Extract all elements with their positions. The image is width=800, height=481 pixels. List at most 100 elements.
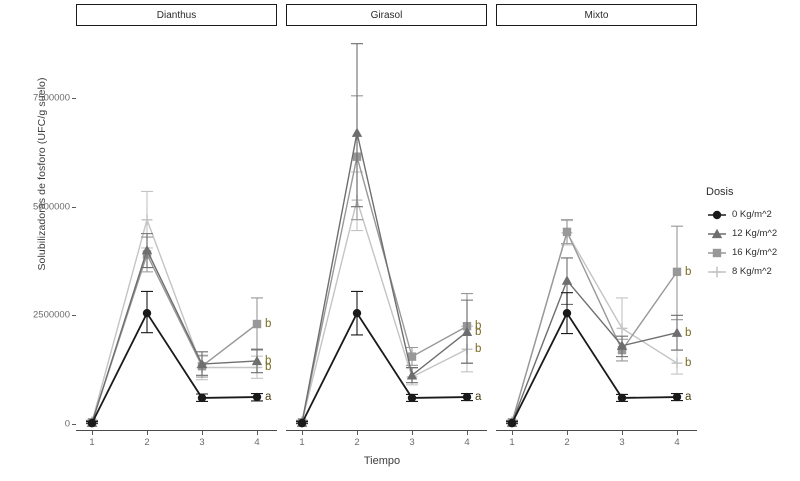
facet-strip-label: Dianthus [156,9,197,21]
legend: Dosis 0 Kg/m^2 12 Kg/m^2 16 Kg/m^2 8 Kg/m^2 [706,186,777,281]
data-point-marker [561,275,573,285]
x-tick-label: 3 [199,437,205,448]
x-tick-mark [467,431,468,435]
data-point-marker [87,418,97,428]
significance-letter: b [265,318,272,331]
facet-strip-label: Girasol [370,9,403,21]
significance-letter: b [685,326,692,339]
plot-area [86,190,263,428]
series-line [91,311,258,424]
y-tick-mark [72,424,76,425]
series-line [91,248,258,423]
x-tick-mark [202,431,203,435]
data-point-marker [141,214,153,226]
data-point-marker [562,227,572,237]
data-point-marker [252,319,262,329]
y-tick-label: 0 [64,418,70,430]
legend-item[interactable]: 12 Kg/m^2 [706,224,777,243]
square-icon [706,243,728,262]
data-point-marker [251,355,263,366]
significance-letter: b [265,354,272,367]
legend-item-label: 8 Kg/m^2 [732,266,772,277]
data-point-marker [196,358,208,369]
data-point-marker [351,127,363,137]
series-line [91,217,257,423]
legend-item-label: 12 Kg/m^2 [732,228,778,239]
data-point-marker [671,357,683,369]
data-point-marker [672,267,682,277]
facet-panel-mixto [496,30,697,430]
x-tick-mark [147,431,148,435]
data-point-marker [462,392,472,402]
y-tick-label: 5000000 [33,201,70,213]
x-tick-mark [257,431,258,435]
x-tick-label: 1 [89,437,95,448]
data-point-marker [671,327,683,337]
series-line [301,311,468,424]
data-point-marker [406,370,418,380]
data-point-marker [616,322,628,334]
error-bar [351,43,363,208]
facet-strip-girasol: Girasol [286,4,487,26]
data-point-marker [672,392,682,402]
y-tick-label: 7500000 [33,92,70,104]
data-point-marker [297,418,307,428]
series-line [511,279,678,423]
significance-letter: a [475,391,482,404]
x-axis-line [76,430,277,432]
x-tick-label: 2 [564,437,570,448]
significance-letter: a [265,391,272,404]
data-point-marker [461,326,473,337]
plus-icon [706,262,728,281]
x-tick-label: 1 [509,437,515,448]
facet-strip-dianthus: Dianthus [76,4,277,26]
legend-item[interactable]: 16 Kg/m^2 [706,243,777,262]
data-point-marker [252,392,262,402]
data-point-marker [617,393,627,403]
legend-title: Dosis [706,186,734,198]
legend-item-label: 16 Kg/m^2 [732,247,778,258]
x-tick-mark [302,431,303,435]
facet-strip-mixto: Mixto [496,4,697,26]
x-tick-label: 2 [144,437,150,448]
data-point-marker [507,418,517,428]
significance-letter: b [475,343,482,356]
data-point-marker [407,393,417,403]
facet-strip-label: Mixto [584,9,609,21]
data-point-marker [352,308,362,318]
y-tick-mark [72,206,76,208]
legend-items: 0 Kg/m^2 12 Kg/m^2 16 Kg/m^2 8 Kg/m^2 [706,205,777,281]
x-axis-line [496,430,697,432]
series-line [511,311,678,424]
x-tick-mark [512,431,513,435]
data-point-marker [407,352,417,361]
x-tick-mark [357,431,358,435]
x-tick-label: 4 [254,437,260,448]
series-line [301,132,468,423]
significance-letter: a [685,391,692,404]
significance-letter: b [265,361,272,374]
legend-item[interactable]: 0 Kg/m^2 [706,205,777,224]
data-point-marker [562,308,572,318]
x-tick-label: 4 [464,437,470,448]
triangle-icon [706,224,728,243]
x-axis-line [286,430,487,432]
legend-item[interactable]: 8 Kg/m^2 [706,262,777,281]
circle-icon [706,205,728,224]
y-axis-title: Solubilizadoras de fosforo (UFC/g suelo) [36,77,48,271]
x-tick-mark [567,431,568,435]
x-tick-mark [677,431,678,435]
x-tick-mark [92,431,93,435]
x-tick-label: 4 [674,437,680,448]
y-tick-label: 2500000 [33,309,70,321]
data-point-marker [197,393,207,403]
y-tick-mark [72,315,76,317]
significance-letter: b [475,325,482,338]
data-point-marker [616,340,628,350]
series-line [511,229,678,423]
x-tick-label: 3 [409,437,415,448]
x-tick-label: 1 [299,437,305,448]
data-point-marker [141,244,153,255]
x-axis-title: Tiempo [363,455,401,467]
